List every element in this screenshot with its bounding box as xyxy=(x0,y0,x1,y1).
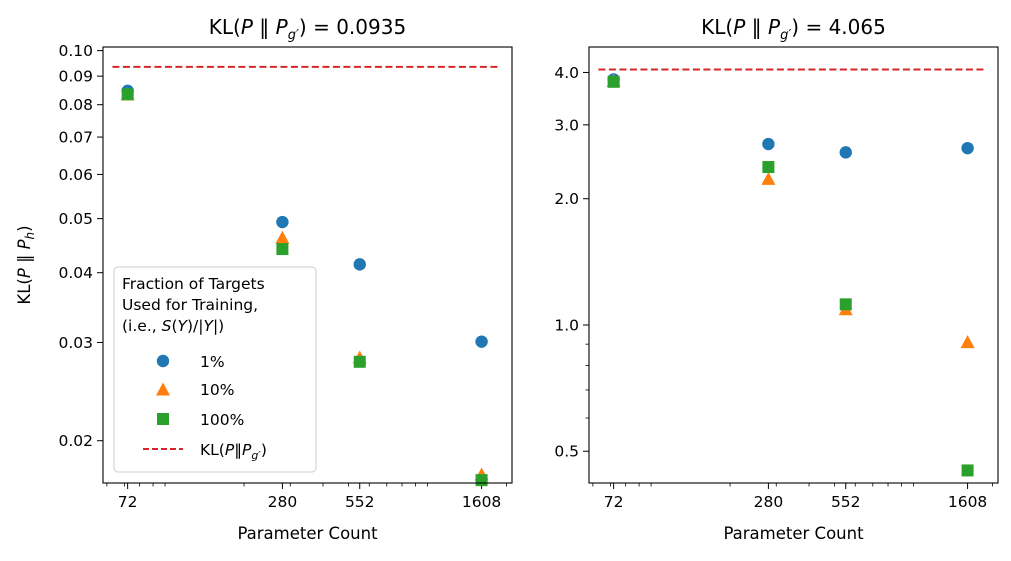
right-panel-frame xyxy=(588,46,999,484)
left-panel-title: KL(P ‖ Pg′) = 0.0935 xyxy=(209,15,406,43)
legend-title-line-1: Fraction of Targets xyxy=(122,275,265,293)
right-panel-xtick-label-280: 280 xyxy=(754,493,784,511)
left-panel-ytick-label-0-07: 0.07 xyxy=(58,129,93,147)
right-panel-xtick-label-72: 72 xyxy=(604,493,624,511)
left-panel-frame xyxy=(102,46,513,484)
right-panel-ticks: 72 280 552 1608 0.5 1.0 2.0 3.0 4.0 xyxy=(554,64,993,511)
left-panel-ytick-label-0-04: 0.04 xyxy=(58,264,93,282)
left-panel-point-100pct-x72 xyxy=(121,88,134,101)
left-panel-ylabel: KL(P ‖ Ph) xyxy=(15,225,37,304)
left-panel-ytick-label-0-06: 0.06 xyxy=(58,166,93,184)
left-panel-point-1pct-x280 xyxy=(276,215,289,229)
right-panel-point-100pct-x552 xyxy=(839,298,852,311)
right-panel-xtick-label-1608: 1608 xyxy=(948,493,987,511)
right-panel-point-100pct-x1608 xyxy=(961,464,974,477)
right-panel-ytick-label-3: 3.0 xyxy=(554,116,579,134)
right-panel-markers xyxy=(606,73,975,477)
left-panel-xlabel: Parameter Count xyxy=(237,524,378,543)
right-panel-title: KL(P ‖ Pg′) = 4.065 xyxy=(701,15,886,43)
legend-label-100pct: 100% xyxy=(200,411,244,429)
left-panel-point-100pct-x280 xyxy=(276,243,289,256)
left-panel-xtick-label-1608: 1608 xyxy=(462,493,501,511)
left-panel-point-1pct-x1608 xyxy=(475,335,488,348)
legend-title-line-2: Used for Training, xyxy=(122,296,258,314)
left-panel: KL(P ‖ Pg′) = 0.0935 Parameter Count KL(… xyxy=(15,15,513,543)
left-panel-point-1pct-x552 xyxy=(353,258,366,271)
left-panel-point-10pct-x280 xyxy=(275,230,290,244)
legend-label-1pct: 1% xyxy=(200,353,225,371)
right-panel-ytick-label-0-5: 0.5 xyxy=(554,443,579,461)
right-panel-ytick-label-2: 2.0 xyxy=(554,190,579,208)
right-panel-xlabel: Parameter Count xyxy=(723,524,864,543)
left-panel-markers xyxy=(120,84,489,487)
right-panel: KL(P ‖ Pg′) = 4.065 Parameter Count 72 28… xyxy=(554,15,999,543)
left-panel-xtick-label-552: 552 xyxy=(345,493,375,511)
right-panel-point-1pct-x552 xyxy=(839,146,852,159)
legend-marker-10pct xyxy=(156,382,170,396)
right-panel-point-100pct-x280 xyxy=(762,161,775,174)
legend: Fraction of Targets Used for Training, (… xyxy=(113,266,317,473)
left-panel-ytick-label-0-05: 0.05 xyxy=(58,210,93,228)
left-panel-point-100pct-x1608 xyxy=(475,474,488,487)
left-panel-ytick-label-0-02: 0.02 xyxy=(58,432,93,450)
right-panel-point-1pct-x1608 xyxy=(961,141,974,155)
right-panel-point-1pct-x280 xyxy=(762,137,775,151)
legend-marker-100pct xyxy=(157,413,169,425)
legend-label-10pct: 10% xyxy=(200,381,234,399)
right-panel-point-10pct-x1608 xyxy=(960,335,975,349)
right-panel-point-100pct-x72 xyxy=(607,75,620,88)
left-panel-xtick-label-280: 280 xyxy=(268,493,298,511)
left-panel-ytick-label-0-03: 0.03 xyxy=(58,334,93,352)
left-panel-xtick-label-72: 72 xyxy=(118,493,138,511)
left-panel-ytick-label-0-09: 0.09 xyxy=(58,68,93,86)
left-panel-ytick-label-0-08: 0.08 xyxy=(58,96,93,114)
legend-label-reference: KL(P‖Pg′) xyxy=(200,441,267,462)
right-panel-point-10pct-x280 xyxy=(761,171,776,185)
right-panel-ytick-label-4: 4.0 xyxy=(554,64,579,82)
legend-marker-1pct xyxy=(156,354,170,368)
right-panel-xtick-label-552: 552 xyxy=(831,493,861,511)
left-panel-point-100pct-x552 xyxy=(353,355,366,368)
left-panel-ticks: 72 280 552 1608 0.02 0.03 0.04 0.05 0.06 0.07 0.08… xyxy=(58,42,507,511)
left-panel-ytick-label-0-1: 0.10 xyxy=(58,42,93,60)
legend-title-line-3: (i.e., S(Y)/|Y|) xyxy=(122,317,224,335)
right-panel-ytick-label-1: 1.0 xyxy=(554,316,579,334)
